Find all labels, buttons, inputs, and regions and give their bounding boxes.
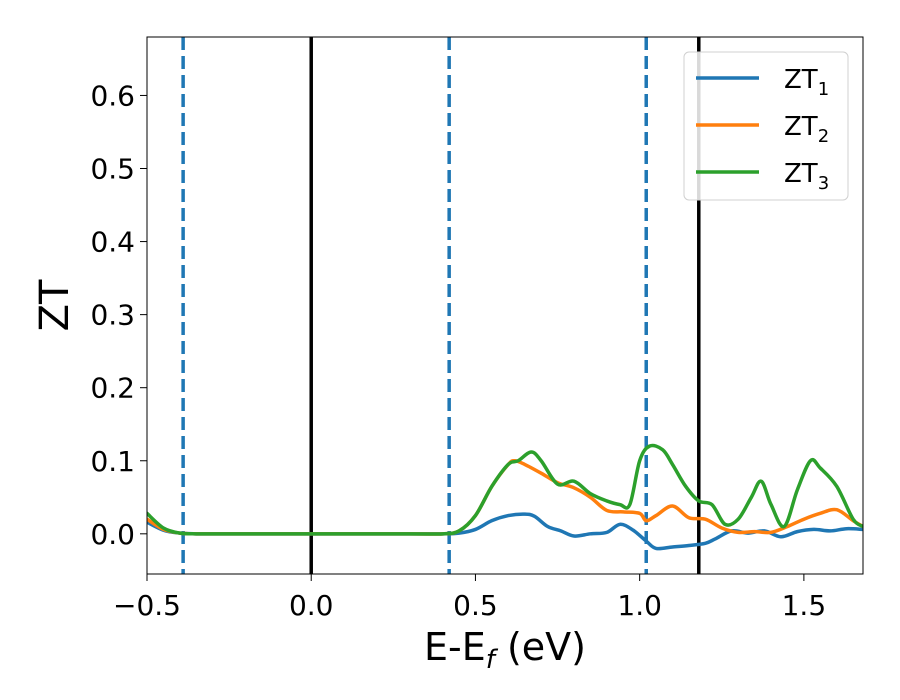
x-tick-label: 1.0	[617, 589, 662, 622]
y-tick-label: 0.2	[90, 372, 135, 405]
legend-label-main: ZT	[784, 112, 818, 142]
legend-label-sub: 1	[818, 79, 829, 100]
x-axis-title: E-Ef (eV)	[424, 625, 586, 675]
y-tick-label: 0.0	[90, 518, 135, 551]
x-axis-title-main: E-E	[424, 625, 486, 669]
y-tick-label: 0.3	[90, 299, 135, 332]
plot-frame	[146, 36, 864, 575]
legend-label-zt1: ZT1	[784, 65, 829, 100]
legend-label-main: ZT	[784, 159, 818, 189]
legend-label-zt3: ZT3	[784, 159, 829, 194]
x-tick-label: 1.5	[782, 589, 827, 622]
legend-label-sub: 3	[818, 173, 829, 194]
y-tick-label: 0.1	[90, 445, 135, 478]
legend-label-zt2: ZT2	[784, 112, 829, 147]
axes: −0.5 0.0 0.5 1.0 1.5 0.0 0.1 0.2 0.3 0.4 0.5 0.6 E-E…	[32, 36, 864, 675]
legend-label-sub: 2	[818, 126, 829, 147]
y-axis-title: ZT	[32, 279, 78, 331]
x-tick-label: −0.5	[113, 589, 181, 622]
plot-area	[147, 37, 863, 574]
plot-clip-group	[147, 37, 863, 574]
series-line-zt3	[147, 443, 863, 536]
x-axis-title-unit: (eV)	[495, 625, 586, 669]
legend-label-main: ZT	[784, 65, 818, 95]
x-tick-label: 0.0	[289, 589, 334, 622]
y-tick-label: 0.4	[90, 226, 135, 259]
y-tick-label: 0.6	[90, 79, 135, 112]
series-line-zt2	[147, 458, 863, 536]
y-tick-label: 0.5	[90, 153, 135, 186]
x-tick-label: 0.5	[453, 589, 498, 622]
legend-box	[683, 51, 849, 201]
